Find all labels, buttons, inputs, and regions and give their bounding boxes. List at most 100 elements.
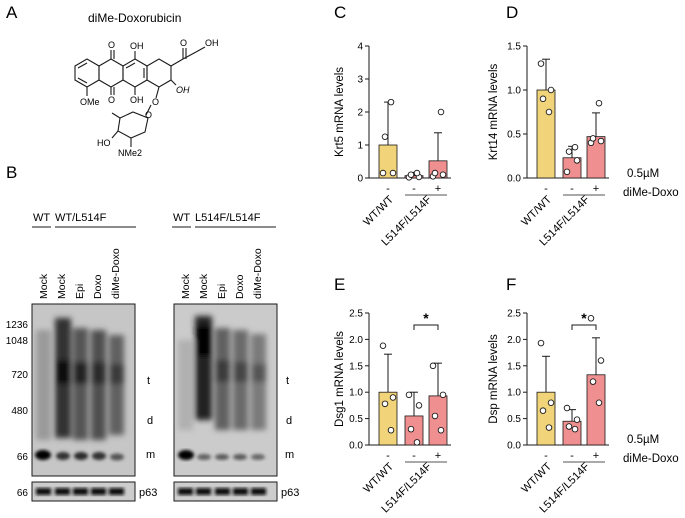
data-point bbox=[407, 171, 415, 178]
band-label: m bbox=[146, 449, 155, 461]
data-point bbox=[573, 157, 581, 164]
ch2-bond bbox=[182, 51, 197, 60]
bar bbox=[562, 420, 582, 446]
band-label: t bbox=[286, 375, 289, 387]
data-point bbox=[545, 424, 553, 431]
atom-label: NMe2 bbox=[118, 148, 142, 158]
y-tick-label: 0.5 bbox=[507, 414, 521, 425]
hydroxyl-bond bbox=[111, 130, 119, 139]
band-label: d bbox=[147, 415, 153, 427]
right-blot-image bbox=[173, 303, 278, 477]
lane-label: Mock bbox=[56, 273, 68, 299]
trimer-band bbox=[216, 360, 230, 382]
group-label-wt: WT bbox=[173, 212, 190, 224]
y-tick-label: 1.5 bbox=[507, 42, 521, 53]
lane-label: Mock bbox=[180, 273, 192, 299]
data-point bbox=[571, 425, 579, 433]
ring-1-double-bond bbox=[77, 62, 88, 69]
sugar-ring-bond bbox=[117, 111, 149, 139]
y-tick-label: 1.0 bbox=[507, 86, 521, 97]
blot-smears bbox=[178, 316, 266, 430]
y-axis-label: Krt5 mRNA levels bbox=[334, 67, 346, 157]
significance-label: * bbox=[581, 310, 587, 326]
monomer-band bbox=[56, 452, 70, 460]
panel-letter-f: F bbox=[506, 275, 516, 294]
sugar-link-bond bbox=[145, 104, 152, 116]
ch2oh-bond bbox=[195, 46, 206, 53]
treatment-sign: + bbox=[593, 450, 599, 462]
monomer-band bbox=[233, 454, 247, 460]
monomer-band bbox=[178, 450, 194, 460]
structure-atom-labels: O OH O OH OH OMe O OH O O HO NMe2 bbox=[80, 38, 219, 158]
data-point bbox=[565, 423, 573, 430]
trimer-band bbox=[56, 360, 70, 384]
y-tick-label: 0 bbox=[357, 174, 363, 185]
data-point bbox=[537, 60, 545, 67]
y-tick-label: 0.0 bbox=[349, 441, 363, 452]
monomer-band bbox=[251, 454, 265, 460]
data-point bbox=[407, 425, 415, 433]
band-label: d bbox=[286, 415, 292, 427]
y-tick-label: 2.5 bbox=[349, 309, 363, 320]
y-axis-label: Dsp mRNA levels bbox=[488, 334, 500, 424]
data-point bbox=[563, 168, 571, 176]
loading-label: p63 bbox=[139, 487, 157, 499]
lane-label: Doxo bbox=[92, 274, 104, 299]
data-point bbox=[413, 439, 421, 446]
atom-label: O bbox=[152, 97, 159, 107]
atom-label: O bbox=[145, 110, 152, 120]
data-point bbox=[597, 137, 605, 145]
treatment-sign: + bbox=[435, 183, 441, 195]
panel-letter-a: A bbox=[6, 3, 18, 22]
compound-name: diMe-Doxorubicin bbox=[88, 11, 181, 25]
p63-band bbox=[196, 488, 211, 495]
y-tick-label: 1.0 bbox=[507, 388, 521, 399]
data-point bbox=[595, 399, 603, 407]
p63-band bbox=[215, 488, 230, 495]
data-point bbox=[405, 391, 413, 399]
treatment-sign: - bbox=[412, 450, 416, 462]
atom-label: O bbox=[108, 95, 115, 105]
data-point bbox=[429, 362, 437, 370]
data-point bbox=[573, 416, 581, 423]
data-point bbox=[381, 400, 389, 408]
atom-label: OMe bbox=[80, 97, 100, 107]
atom-label: OH bbox=[176, 85, 190, 95]
treatment-sign: - bbox=[412, 183, 416, 195]
data-point bbox=[537, 339, 545, 347]
lane-label: Mock bbox=[38, 273, 50, 299]
monomer-bands bbox=[35, 450, 124, 461]
atom-label: OH bbox=[205, 38, 219, 48]
y-tick-label: 3 bbox=[357, 75, 363, 86]
atom-label: O bbox=[108, 40, 115, 50]
loading-label: p63 bbox=[281, 487, 299, 499]
treatment-note-top: 0.5µM diMe-Doxo bbox=[623, 168, 679, 199]
bar bbox=[404, 415, 424, 446]
data-point bbox=[547, 399, 555, 407]
ring-3-double-bond bbox=[125, 62, 136, 69]
bar bbox=[428, 395, 448, 446]
data-point bbox=[379, 342, 387, 349]
y-tick-label: 0.5 bbox=[507, 130, 521, 141]
group-label-mutant: WT/L514F bbox=[55, 212, 107, 224]
group-label-wt: WT bbox=[33, 212, 50, 224]
data-point bbox=[563, 404, 571, 412]
lane-smear bbox=[36, 330, 51, 440]
glycosidic-bond bbox=[155, 86, 160, 99]
monomer-band bbox=[92, 452, 106, 460]
monomer-band bbox=[197, 454, 211, 460]
treatment-sign: - bbox=[386, 450, 390, 462]
data-point bbox=[439, 391, 447, 399]
p63-band bbox=[251, 488, 266, 495]
marker-label: 720 bbox=[11, 370, 28, 381]
group-label-mutant: L514F/L514F bbox=[195, 212, 261, 224]
data-point bbox=[589, 135, 597, 142]
treatment-concentration: 0.5µM bbox=[627, 168, 659, 180]
significance-label: * bbox=[423, 310, 429, 326]
trimer-band bbox=[252, 364, 266, 382]
left-blot-band-labels: t d m bbox=[146, 375, 155, 461]
panel-letter-e: E bbox=[334, 275, 345, 294]
p63-band bbox=[178, 488, 193, 495]
